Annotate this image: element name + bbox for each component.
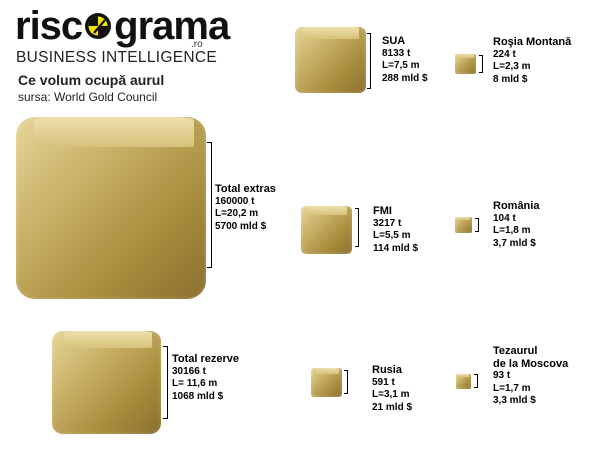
page-source: sursa: World Gold Council	[18, 90, 158, 104]
logo-text-part1: risc	[15, 4, 83, 48]
label-total-rezerve: Total rezerve 30166 t L= 11,6 m 1068 mld…	[172, 353, 239, 403]
item-value: 5700 mld $	[215, 220, 267, 232]
gold-cube-total-rezerve	[52, 331, 161, 434]
gold-cube-fmi	[301, 206, 352, 254]
item-edge: L=2,3 m	[493, 61, 531, 72]
item-name: România	[493, 200, 540, 212]
logo-o-icon	[83, 11, 113, 41]
item-name: SUA	[382, 35, 406, 47]
label-romania: România 104 t L=1,8 m 3,7 mld $	[493, 200, 539, 250]
bracket-romania	[475, 218, 479, 232]
label-fmi: FMI 3217 t L=5,5 m 114 mld $	[373, 205, 418, 255]
item-edge: L=1,7 m	[493, 382, 531, 394]
gold-cube-rusia	[311, 368, 342, 397]
item-edge: L=1,8 m	[493, 225, 531, 236]
item-mass: 93 t	[493, 370, 511, 381]
bracket-sua	[367, 33, 371, 89]
item-edge: L=3,1 m	[372, 389, 410, 400]
item-edge: L=7,5 m	[382, 60, 420, 71]
cube-top-face	[458, 374, 469, 377]
logo: risc grama	[15, 4, 230, 48]
gold-cube-romania	[455, 217, 472, 233]
item-name: Rusia	[372, 364, 402, 376]
cube-top-face	[315, 368, 339, 374]
item-value: 21 mld $	[372, 401, 413, 413]
gold-cube-rosia-montana	[455, 54, 476, 74]
item-name: Total rezerve	[172, 353, 240, 365]
item-mass: 104 t	[493, 212, 516, 224]
cube-top-face	[457, 217, 470, 220]
item-mass: 30166 t	[172, 365, 206, 377]
label-tezaurul-moscova: Tezaurul de la Moscova 93 t L=1,7 m 3,3 …	[493, 345, 568, 408]
item-edge: L=20,2 m	[215, 208, 259, 219]
logo-tagline: BUSINESS INTELLIGENCE	[16, 49, 217, 66]
gold-cube-tezaurul-moscova	[456, 374, 471, 389]
label-rosia-montana: Roşia Montană 224 t L=2,3 m 8 mld $	[493, 36, 571, 86]
cube-top-face	[307, 206, 347, 215]
bracket-total-extras	[207, 142, 212, 268]
label-total-extras: Total extras 160000 t L=20,2 m 5700 mld …	[215, 183, 276, 233]
cube-top-face	[458, 54, 474, 58]
item-name: Total extras	[215, 183, 276, 195]
bracket-fmi	[355, 208, 359, 247]
item-value: 114 mld $	[373, 242, 419, 254]
gold-cube-total-extras	[16, 117, 206, 299]
cube-top-face	[303, 27, 359, 39]
item-mass: 160000 t	[215, 195, 255, 207]
item-name: FMI	[373, 205, 392, 217]
page-title: Ce volum ocupă aurul	[18, 72, 165, 88]
item-name: Roşia Montană	[493, 36, 572, 48]
item-mass: 8133 t	[382, 47, 411, 59]
cube-top-face	[34, 117, 194, 147]
item-value: 1068 mld $	[172, 390, 224, 402]
item-value: 8 mld $	[493, 73, 528, 85]
gold-cube-sua	[295, 27, 366, 93]
bracket-total-rezerve	[163, 346, 168, 419]
cube-top-face	[64, 331, 152, 348]
item-mass: 3217 t	[373, 217, 402, 229]
bracket-rosia-montana	[479, 55, 483, 73]
logo-text-part2: grama	[114, 4, 230, 48]
label-sua: SUA 8133 t L=7,5 m 288 mld $	[382, 35, 428, 85]
bracket-tezaurul-moscova	[474, 374, 478, 388]
item-value: 3,3 mld $	[493, 395, 536, 406]
item-edge: L= 11,6 m	[172, 378, 218, 389]
item-mass: 591 t	[372, 376, 395, 388]
bracket-rusia	[344, 370, 348, 394]
item-name-line2: de la Moscova	[493, 357, 569, 370]
label-rusia: Rusia 591 t L=3,1 m 21 mld $	[372, 364, 412, 414]
logo-tld: .ro	[191, 39, 203, 50]
item-mass: 224 t	[493, 48, 516, 60]
item-name: Tezaurul	[493, 345, 538, 357]
item-edge: L=5,5 m	[373, 230, 411, 241]
item-value: 3,7 mld $	[493, 237, 536, 249]
item-value: 288 mld $	[382, 72, 428, 84]
